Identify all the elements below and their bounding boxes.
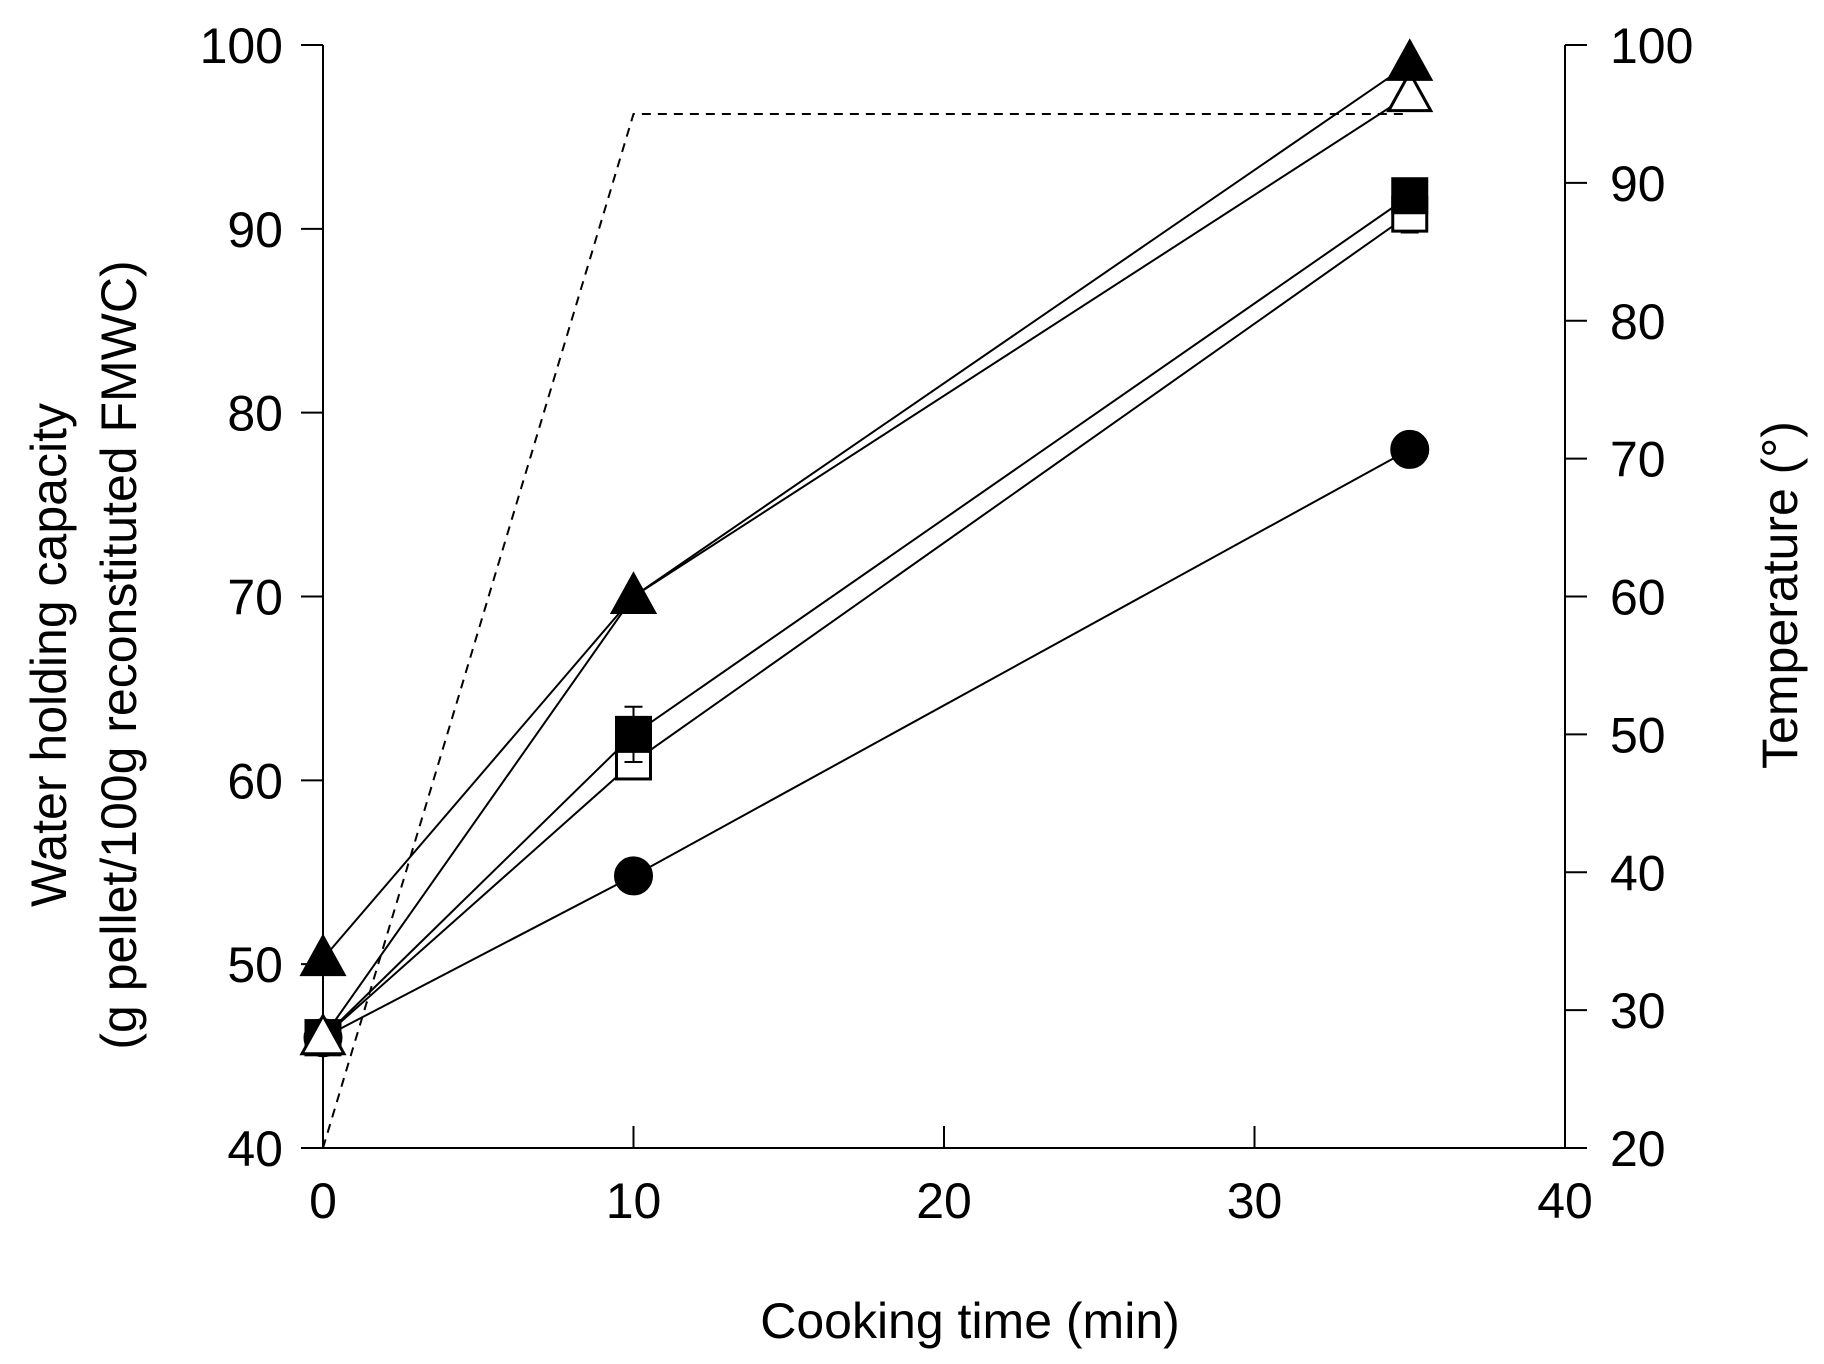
y-axis-title-line1: Water holding capacity [21, 403, 77, 907]
x-tick-label: 0 [309, 1173, 337, 1229]
y-tick-label: 70 [227, 570, 283, 626]
x-tick-label: 40 [1537, 1173, 1593, 1229]
data-point-triangle [1386, 69, 1434, 113]
y2-tick-label: 80 [1610, 294, 1666, 350]
y-tick-label: 60 [227, 753, 283, 809]
y2-tick-label: 60 [1610, 570, 1666, 626]
temperature-line [322, 112, 1410, 1149]
y2-tick-label: 90 [1610, 156, 1666, 212]
series-layer [299, 38, 1434, 1058]
x-tick-label: 20 [916, 1173, 972, 1229]
series-open-square [304, 194, 1429, 1057]
data-point-square [1391, 177, 1429, 215]
y-tick-label: 80 [227, 386, 283, 442]
y-tick-label: 40 [227, 1121, 283, 1177]
x-axis-title: Cooking time (min) [760, 1293, 1180, 1349]
y-tick-label: 90 [227, 202, 283, 258]
y-tick-label: 100 [200, 18, 283, 74]
ticks: 0 10 20 30 40 40 50 60 70 80 90 100 20 30 40 50 60 70 80 90… [200, 18, 1694, 1229]
series-line [322, 93, 1411, 1039]
series-line [322, 213, 1411, 1039]
data-point-triangle [299, 1012, 347, 1056]
y2-tick-label: 40 [1610, 845, 1666, 901]
y-tick-label: 50 [227, 937, 283, 993]
y2-tick-label: 100 [1610, 18, 1693, 74]
series-line [322, 448, 1411, 1039]
x-tick-label: 10 [606, 1173, 662, 1229]
x-tick-label: 30 [1227, 1173, 1283, 1229]
series-line [322, 194, 1411, 1039]
data-point-square [615, 715, 652, 753]
data-point-circle [1390, 429, 1430, 469]
axes [322, 45, 1566, 1149]
data-point-triangle [609, 571, 658, 614]
series-filled-circle [303, 429, 1430, 1058]
y2-tick-label: 30 [1610, 983, 1666, 1039]
series-filled-square [304, 177, 1429, 1057]
temperature-layer [322, 112, 1410, 1149]
y-axis-title-line2: (g pellet/100g reconstituted FMWC) [91, 260, 147, 1049]
y2-tick-label: 20 [1610, 1121, 1666, 1177]
data-point-triangle [299, 933, 347, 977]
y2-tick-label: 70 [1610, 432, 1666, 488]
data-point-circle [614, 856, 653, 896]
y2-tick-label: 50 [1610, 707, 1666, 763]
series-filled-triangle [299, 38, 1434, 977]
series-line [322, 62, 1411, 960]
data-point-triangle [1386, 38, 1434, 81]
y2-axis-title: Temperature (°) [1752, 421, 1808, 769]
